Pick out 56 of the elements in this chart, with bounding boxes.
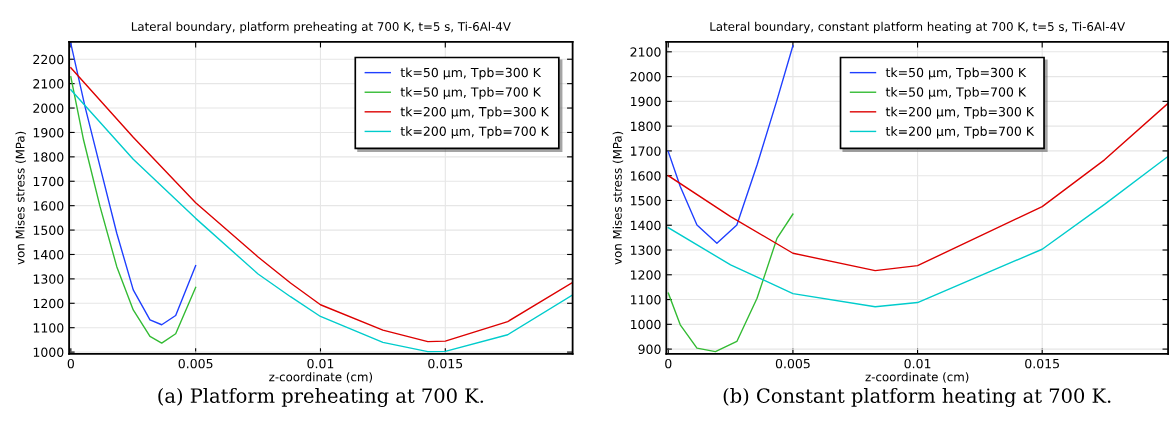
y-tick-label: 1100 xyxy=(33,323,64,333)
chart-title: Lateral boundary, constant platform heating at 700 K, t=5 s, Ti-6Al-4V xyxy=(710,21,1126,34)
x-tick-label: 0.01 xyxy=(904,358,931,369)
x-tick-label: 0 xyxy=(665,358,672,369)
y-tick-label: 1000 xyxy=(631,319,661,330)
y-tick-label: 1500 xyxy=(33,225,64,235)
y-tick-label: 1800 xyxy=(631,121,661,132)
line-series xyxy=(70,76,197,344)
line-series xyxy=(667,102,1169,272)
y-tick-label: 1900 xyxy=(631,96,661,107)
legend-label: tk=50 µm, Tpb=700 K xyxy=(400,87,542,100)
y-tick-label: 1300 xyxy=(631,245,661,255)
y-axis-title: von Mises stress (MPa) xyxy=(612,131,624,265)
line-series xyxy=(667,44,794,245)
y-tick-label: 1700 xyxy=(631,146,661,156)
y-tick-label: 900 xyxy=(638,344,661,355)
y-tick-label: 2000 xyxy=(33,103,64,113)
y-tick-label: 2000 xyxy=(630,72,661,82)
legend-label: tk=200 µm, Tpb=300 K xyxy=(885,106,1035,119)
y-tick-label: 1400 xyxy=(631,220,661,231)
x-tick-label: 0.015 xyxy=(428,358,463,369)
legend-label: tk=200 µm, Tpb=700 K xyxy=(400,126,550,139)
y-tick-label: 2100 xyxy=(33,79,64,89)
x-tick-label: 0.01 xyxy=(307,358,334,369)
line-series xyxy=(667,213,794,353)
x-tick-label: 0.005 xyxy=(178,358,213,369)
legend-label: tk=50 µm, Tpb=300 K xyxy=(885,67,1027,80)
y-tick-label: 1100 xyxy=(631,295,661,305)
x-axis-title: z-coordinate (cm) xyxy=(865,372,969,383)
y-tick-label: 1800 xyxy=(33,152,64,162)
x-tick-label: 0.015 xyxy=(1025,358,1059,369)
line-series xyxy=(70,42,197,326)
y-axis-title: von Mises stress (MPa) xyxy=(15,131,26,265)
chart-title: Lateral boundary, platform preheating at 700 K, t=5 s, Ti-6Al-4V xyxy=(131,21,511,34)
legend-label: tk=50 µm, Tpb=700 K xyxy=(885,87,1027,100)
legend-label: tk=50 µm, Tpb=300 K xyxy=(400,67,542,80)
y-tick-label: 1400 xyxy=(33,249,64,260)
y-tick-label: 1500 xyxy=(631,195,661,206)
text: (a) Platform preheating at 700 K. xyxy=(158,387,484,408)
y-tick-label: 1900 xyxy=(33,127,64,138)
y-tick-label: 1700 xyxy=(33,176,64,187)
y-tick-label: 1600 xyxy=(33,201,64,211)
line-series xyxy=(667,155,1169,308)
y-tick-label: 2100 xyxy=(630,47,661,57)
legend-label: tk=200 µm, Tpb=700 K xyxy=(885,126,1035,139)
text: (b) Constant platform heating at 700 K. xyxy=(723,387,1111,408)
x-tick-label: 0 xyxy=(67,358,74,369)
y-tick-label: 1600 xyxy=(631,171,661,181)
y-tick-label: 1200 xyxy=(33,298,64,309)
y-tick-label: 1000 xyxy=(33,347,64,358)
x-tick-label: 0.005 xyxy=(775,358,810,369)
y-tick-label: 1200 xyxy=(631,270,661,280)
y-tick-label: 2200 xyxy=(33,54,64,65)
y-tick-label: 1300 xyxy=(33,274,64,284)
legend-label: tk=200 µm, Tpb=300 K xyxy=(400,106,550,119)
x-axis-title: z-coordinate (cm) xyxy=(269,372,373,383)
